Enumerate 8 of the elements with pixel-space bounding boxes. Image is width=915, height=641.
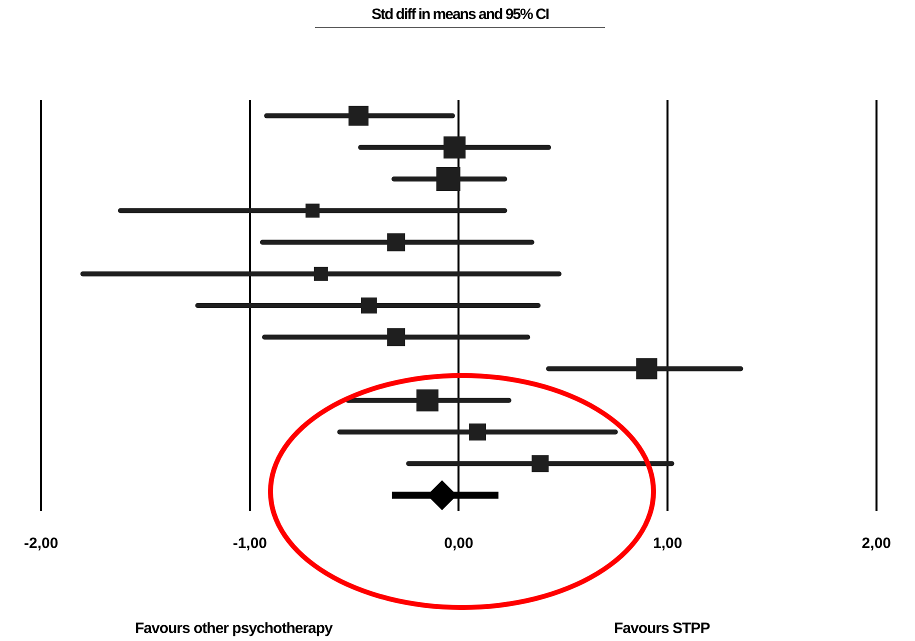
x-tick-label: -1,00 xyxy=(232,535,268,552)
text: Favours other psychotherapy xyxy=(135,620,332,637)
x-tick-label: -2,00 xyxy=(24,535,58,552)
text: Favours STPP xyxy=(614,620,710,637)
x-tick-label: 1,00 xyxy=(652,535,682,552)
x-tick-label: 0,00 xyxy=(444,535,474,552)
chart-title: Std diff in means and 95% CI xyxy=(315,6,605,28)
x-tick-label: 2,00 xyxy=(862,535,892,552)
